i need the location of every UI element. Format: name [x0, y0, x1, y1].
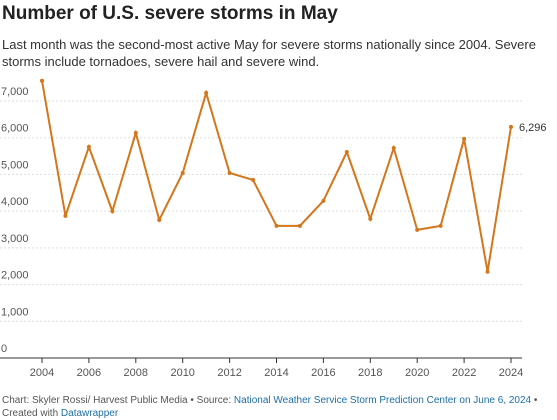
y-tick-label: 0 — [1, 343, 7, 355]
x-tick-label: 2004 — [30, 367, 54, 379]
point — [297, 223, 302, 228]
y-tick-label: 5,000 — [1, 159, 29, 171]
y-tick-label: 1,000 — [1, 306, 29, 318]
credit: Chart: Skyler Rossi/ Harvest Public Medi… — [2, 395, 232, 406]
tool-link[interactable]: Datawrapper — [60, 408, 119, 419]
point — [274, 223, 279, 228]
point — [157, 217, 162, 222]
point — [462, 136, 467, 141]
y-tick-label: 3,000 — [1, 233, 29, 245]
point — [368, 216, 373, 221]
y-tick-label: 4,000 — [1, 196, 29, 208]
point — [227, 170, 232, 175]
point — [485, 269, 490, 274]
point — [204, 90, 209, 95]
value-label: 6,296 — [519, 122, 547, 134]
y-tick-label: 7,000 — [1, 86, 29, 98]
separator: • — [533, 395, 538, 406]
y-tick-label: 2,000 — [1, 270, 29, 282]
x-tick-label: 2012 — [217, 367, 241, 379]
point — [509, 124, 513, 129]
line — [41, 80, 512, 272]
point — [251, 177, 256, 182]
x-tick-label: 2024 — [499, 367, 523, 379]
x-tick-label: 2016 — [311, 367, 335, 379]
point — [180, 170, 185, 175]
chart-subtitle: Last month was the second-most active Ma… — [2, 37, 536, 69]
created-with: Created with — [2, 408, 59, 419]
footer: Chart: Skyler Rossi/ Harvest Public Medi… — [2, 394, 552, 420]
x-tick-label: 2010 — [170, 367, 194, 379]
chart-title: Number of U.S. severe storms in May — [2, 3, 338, 24]
x-tick-label: 2014 — [264, 367, 288, 379]
x-tick-label: 2006 — [77, 367, 101, 379]
point — [391, 145, 396, 150]
point — [415, 227, 420, 232]
y-tick-label: 6,000 — [1, 123, 29, 135]
point — [110, 209, 115, 214]
point — [40, 78, 44, 83]
x-tick-label: 2022 — [452, 367, 476, 379]
point — [86, 144, 91, 149]
point — [344, 150, 349, 155]
point — [321, 198, 326, 203]
x-tick-label: 2008 — [124, 367, 148, 379]
point — [63, 213, 68, 218]
x-tick-label: 2020 — [405, 367, 429, 379]
point — [133, 130, 138, 135]
x-tick-label: 2018 — [358, 367, 382, 379]
point — [438, 223, 443, 228]
source-link[interactable]: National Weather Service Storm Predictio… — [233, 395, 532, 406]
chart: 0 1,000 2,000 3,000 4,000 5,000 6,000 7,000 2004… — [0, 78, 547, 379]
